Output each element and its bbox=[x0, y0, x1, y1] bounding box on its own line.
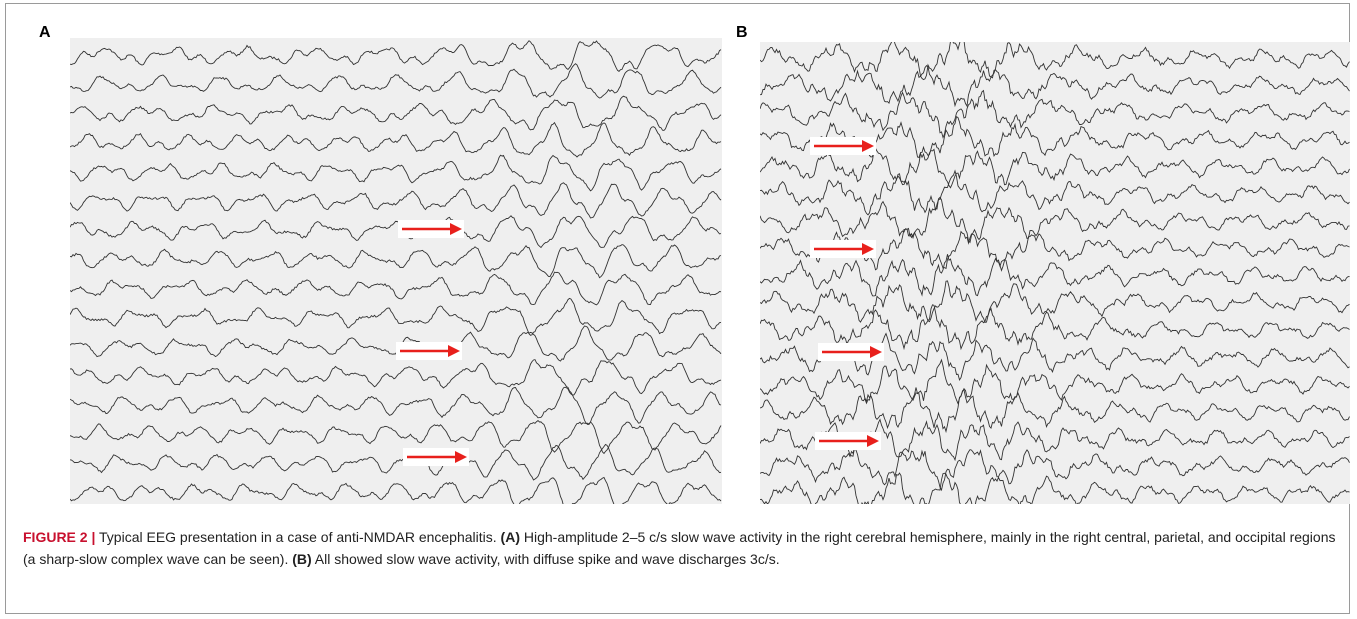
eeg-trace bbox=[760, 304, 1350, 351]
figure-caption: FIGURE 2 | Typical EEG presentation in a… bbox=[23, 526, 1341, 570]
eeg-trace bbox=[70, 386, 722, 425]
figure-frame: A B FIGURE 2 | Typical EEG presentation … bbox=[5, 3, 1350, 614]
eeg-trace bbox=[760, 387, 1350, 434]
eeg-background bbox=[70, 38, 722, 504]
eeg-trace bbox=[70, 297, 722, 336]
eeg-trace bbox=[70, 154, 722, 192]
eeg-trace bbox=[70, 95, 722, 131]
eeg-panel-a bbox=[70, 38, 722, 504]
caption-text: All showed slow wave activity, with diff… bbox=[314, 551, 780, 567]
caption-text: Typical EEG presentation in a case of an… bbox=[99, 529, 497, 545]
eeg-trace bbox=[760, 332, 1350, 381]
red-arrow-head bbox=[862, 140, 874, 152]
eeg-trace bbox=[70, 182, 722, 219]
panel-label: B bbox=[736, 24, 748, 41]
caption-label: (A) bbox=[500, 529, 520, 545]
eeg-trace bbox=[760, 254, 1350, 297]
eeg-trace bbox=[760, 89, 1350, 139]
red-arrow-head bbox=[862, 243, 874, 255]
red-arrow-head bbox=[455, 451, 467, 463]
eeg-trace bbox=[70, 215, 722, 249]
eeg-trace bbox=[760, 147, 1350, 189]
eeg-trace bbox=[70, 271, 722, 306]
caption-label: (B) bbox=[292, 551, 312, 567]
eeg-trace bbox=[760, 64, 1350, 108]
eeg-trace bbox=[70, 40, 722, 73]
eeg-background bbox=[760, 42, 1350, 504]
caption-number: FIGURE 2 | bbox=[23, 529, 96, 545]
eeg-trace bbox=[70, 63, 722, 99]
eeg-trace bbox=[760, 446, 1350, 492]
eeg-trace bbox=[70, 121, 722, 158]
red-arrow-head bbox=[450, 223, 462, 235]
caption-text: High-amplitude 2–5 c/s slow wave activit… bbox=[23, 529, 1336, 567]
red-arrow-head bbox=[867, 435, 879, 447]
red-arrow-head bbox=[448, 345, 460, 357]
eeg-trace bbox=[760, 169, 1350, 216]
eeg-panel-b bbox=[760, 42, 1350, 504]
eeg-trace bbox=[70, 420, 722, 455]
eeg-trace bbox=[760, 42, 1350, 81]
eeg-trace bbox=[760, 472, 1350, 504]
eeg-trace bbox=[760, 358, 1350, 405]
eeg-trace bbox=[70, 443, 722, 481]
eeg-trace bbox=[760, 196, 1350, 244]
eeg-trace bbox=[70, 244, 722, 279]
red-arrow-head bbox=[870, 346, 882, 358]
panel-label: A bbox=[39, 24, 51, 41]
eeg-trace bbox=[70, 359, 722, 396]
eeg-trace bbox=[760, 280, 1350, 323]
eeg-trace bbox=[70, 476, 722, 504]
eeg-trace bbox=[70, 325, 722, 362]
